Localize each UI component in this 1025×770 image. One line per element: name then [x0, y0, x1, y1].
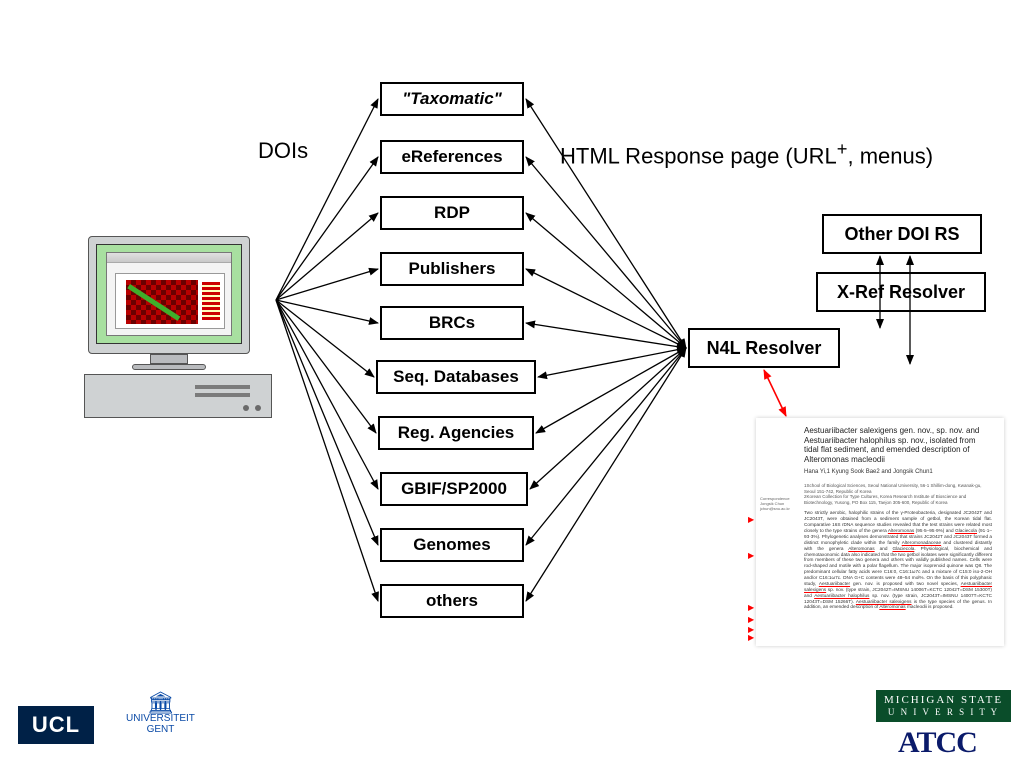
node-n4l: N4L Resolver: [688, 328, 840, 368]
paper-correspondence: Correspondence Jongsik Chun jchun@snu.ac…: [760, 496, 800, 511]
paper-title: Aestuariibacter salexigens gen. nov., sp…: [804, 426, 992, 464]
atcc-logo: ATCC: [898, 726, 977, 760]
sample-publication: Aestuariibacter salexigens gen. nov., sp…: [756, 418, 1004, 646]
footer-logos: UCL 🏛 UNIVERSITEITGENT MICHIGAN STATEU N…: [0, 694, 1025, 770]
node-gbif: GBIF/SP2000: [380, 472, 528, 506]
node-ereferences: eReferences: [380, 140, 524, 174]
node-brcs: BRCs: [380, 306, 524, 340]
michigan-state-logo: MICHIGAN STATEU N I V E R S I T Y: [876, 690, 1011, 722]
node-seqdb: Seq. Databases: [376, 360, 536, 394]
ucl-logo: UCL: [18, 706, 94, 744]
response-label: HTML Response page (URL+, menus): [560, 138, 933, 169]
dois-label: DOIs: [258, 138, 308, 164]
paper-authors: Hana Yi,1 Kyung Sook Bae2 and Jongsik Ch…: [804, 469, 992, 477]
universiteit-gent-logo: 🏛 UNIVERSITEITGENT: [126, 692, 195, 735]
node-doirs: Other DOI RS: [822, 214, 982, 254]
node-rdp: RDP: [380, 196, 524, 230]
node-genomes: Genomes: [380, 528, 524, 562]
node-taxomatic: "Taxomatic": [380, 82, 524, 116]
resolver-architecture-diagram: DOIs HTML Response page (URL+, menus) "T…: [0, 0, 1025, 770]
node-xref: X-Ref Resolver: [816, 272, 986, 312]
node-publishers: Publishers: [380, 252, 524, 286]
node-regag: Reg. Agencies: [378, 416, 534, 450]
node-others: others: [380, 584, 524, 618]
